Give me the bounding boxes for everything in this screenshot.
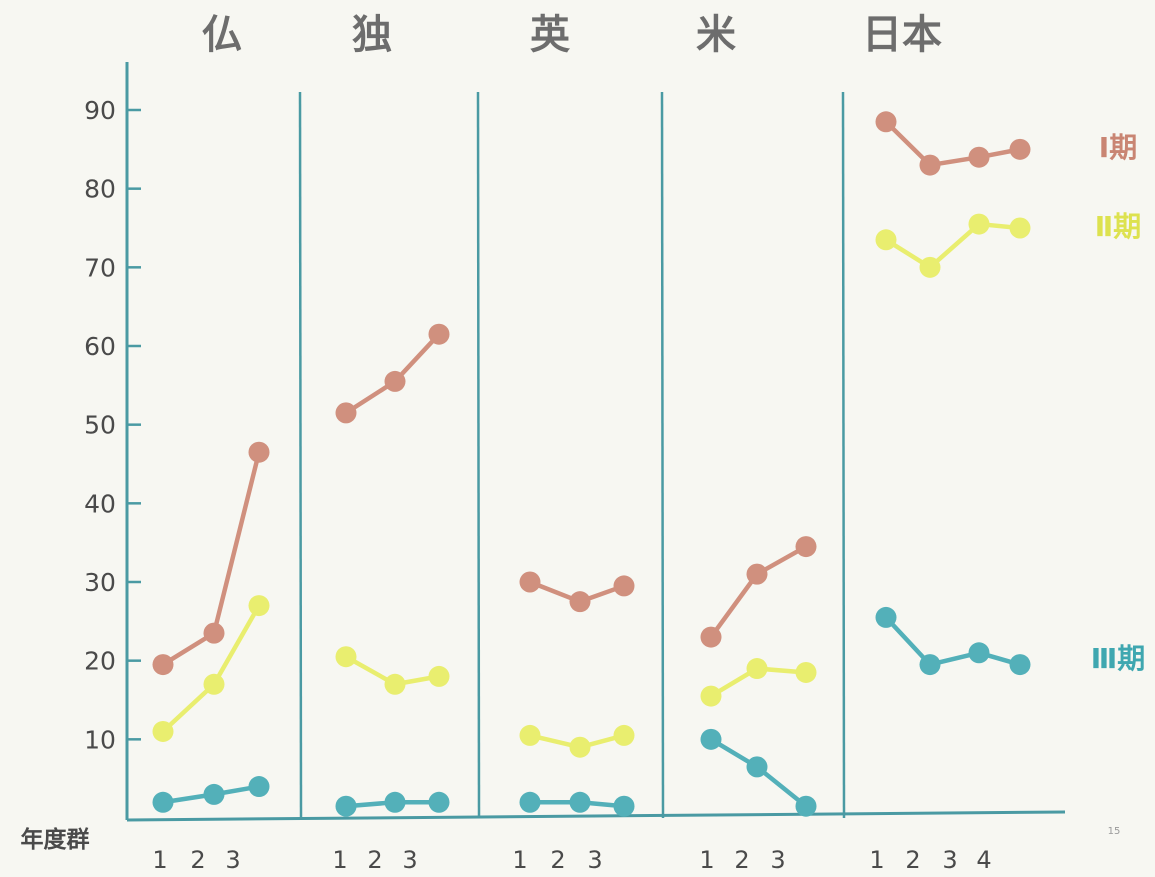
- y-tick-label: 30: [84, 568, 116, 597]
- series-2-point: [519, 724, 541, 746]
- series-1-point: [519, 571, 541, 593]
- series-3-point: [1009, 654, 1031, 676]
- series-1-line: [709, 544, 808, 639]
- panel-divider: [298, 91, 303, 819]
- panel-title: 日本: [862, 12, 942, 58]
- series-1-point: [968, 146, 990, 168]
- page-number: 15: [1108, 826, 1121, 837]
- series-label: Ⅱ期: [1095, 210, 1141, 243]
- x-tick-label: 3: [942, 846, 957, 874]
- panel-divider: [841, 91, 846, 819]
- series-3-point: [919, 654, 941, 676]
- series-2-point: [428, 665, 450, 687]
- series-label: Ⅲ期: [1091, 642, 1145, 675]
- x-tick-label: 1: [512, 846, 527, 874]
- panel-divider: [476, 91, 481, 819]
- series-1-point: [384, 370, 406, 392]
- series-1-point: [428, 323, 450, 345]
- x-tick-label: 1: [699, 846, 714, 874]
- series-2-line: [884, 221, 1021, 270]
- series-1-point: [795, 536, 817, 558]
- panel-title: 米: [696, 12, 736, 58]
- series-1-point: [919, 154, 941, 176]
- series-2-point: [248, 595, 270, 617]
- x-tick-label: 3: [225, 846, 240, 874]
- x-tick-label: 1: [332, 846, 347, 874]
- series-1-point: [569, 591, 591, 613]
- x-tick-label: 2: [734, 846, 749, 874]
- x-axis-label: 年度群: [21, 826, 90, 853]
- y-tick-label: 50: [84, 411, 116, 440]
- series-2-point: [746, 658, 768, 680]
- series-1-point: [746, 563, 768, 585]
- x-tick-label: 3: [402, 846, 417, 874]
- panel-title: 仏: [202, 12, 242, 58]
- series-3-point: [569, 791, 591, 813]
- series-1-point: [700, 626, 722, 648]
- series-2-point: [152, 720, 174, 742]
- series-1-point: [248, 441, 270, 463]
- series-3-point: [968, 642, 990, 664]
- x-tick-label: 3: [587, 846, 602, 874]
- series-3-point: [384, 791, 406, 813]
- y-tick-label: 20: [84, 647, 116, 676]
- series-3-point: [203, 783, 225, 805]
- y-tick-label: 60: [84, 332, 116, 361]
- y-tick-label: 70: [84, 253, 116, 282]
- series-3-point: [875, 606, 897, 628]
- series-3-point: [519, 791, 541, 813]
- series-2-point: [919, 256, 941, 278]
- x-tick-label: 2: [905, 846, 920, 874]
- x-tick-label: 1: [152, 846, 167, 874]
- series-2-point: [1009, 217, 1031, 239]
- y-tick-label: 80: [84, 175, 116, 204]
- series-2-point: [569, 736, 591, 758]
- series-2-point: [875, 229, 897, 251]
- series-2-point: [335, 646, 357, 668]
- series-label: Ⅰ期: [1099, 131, 1137, 164]
- panel-title: 独: [352, 12, 392, 58]
- series-2-point: [384, 673, 406, 695]
- y-tick-label: 10: [84, 725, 116, 754]
- series-1-point: [152, 654, 174, 676]
- x-tick-label: 3: [770, 846, 785, 874]
- panel-divider: [660, 91, 665, 819]
- series-2-point: [795, 661, 817, 683]
- x-tick-label: 2: [190, 846, 205, 874]
- series-3-point: [152, 791, 174, 813]
- x-tick-label: 4: [976, 846, 991, 874]
- series-1-point: [875, 111, 897, 133]
- x-tick-label: 1: [869, 846, 884, 874]
- panel-title: 英: [530, 12, 571, 58]
- series-2-point: [968, 213, 990, 235]
- series-1-point: [335, 402, 357, 424]
- series-3-point: [428, 791, 450, 813]
- x-tick-label: 2: [550, 846, 565, 874]
- series-1-point: [1009, 138, 1031, 160]
- series-3-line: [884, 615, 1021, 667]
- series-2-point: [700, 685, 722, 707]
- series-3-point: [746, 756, 768, 778]
- series-3-point: [613, 795, 635, 817]
- series-2-point: [613, 724, 635, 746]
- series-2-point: [203, 673, 225, 695]
- series-3-point: [700, 728, 722, 750]
- series-3-point: [248, 776, 270, 798]
- series-3-point: [795, 795, 817, 817]
- x-axis-line: [126, 810, 1066, 822]
- y-tick-label: 90: [84, 96, 116, 125]
- y-tick-label: 40: [84, 489, 116, 518]
- series-1-point: [203, 622, 225, 644]
- series-3-point: [335, 795, 357, 817]
- x-tick-label: 2: [367, 846, 382, 874]
- series-1-point: [613, 575, 635, 597]
- series-1-line: [884, 120, 1021, 168]
